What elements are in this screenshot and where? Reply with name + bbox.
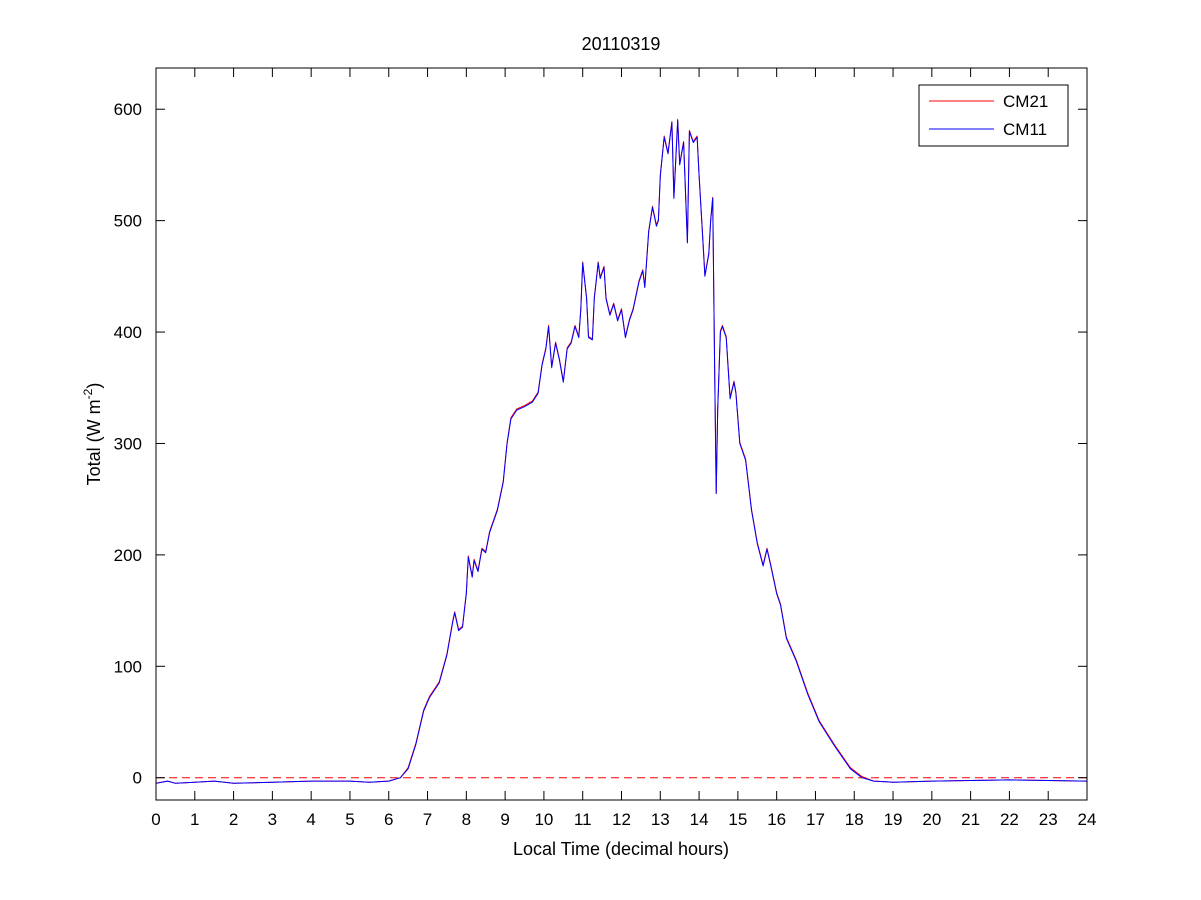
x-tick-label: 2	[229, 810, 238, 829]
x-tick-label: 21	[961, 810, 980, 829]
legend: CM21 CM11	[918, 84, 1069, 147]
y-tick-label: 500	[114, 212, 142, 231]
plot-area	[156, 68, 1087, 800]
x-tick-label: 7	[423, 810, 432, 829]
x-axis-label: Local Time (decimal hours)	[513, 839, 729, 859]
x-tick-label: 10	[534, 810, 553, 829]
x-tick-label: 3	[268, 810, 277, 829]
x-tick-label: 18	[845, 810, 864, 829]
x-tick-label: 12	[612, 810, 631, 829]
x-tick-label: 6	[384, 810, 393, 829]
x-tick-label: 11	[574, 810, 592, 829]
legend-label-cm21: CM21	[1003, 92, 1048, 111]
y-axis-label-superscript: -2	[81, 388, 95, 399]
x-tick-label: 8	[462, 810, 471, 829]
x-tick-label: 24	[1078, 810, 1097, 829]
series-layer	[155, 118, 1088, 784]
x-tick-label: 9	[500, 810, 509, 829]
y-tick-label: 0	[133, 769, 142, 788]
x-tick-label: 16	[767, 810, 786, 829]
y-tick-label: 300	[114, 434, 142, 453]
x-tick-label: 13	[651, 810, 670, 829]
y-tick-label: 200	[114, 546, 142, 565]
y-axis-label-close: )	[84, 383, 104, 389]
ticks-layer: 0 1 2 3 4 5 6 7 8 9 10 11 12 13 14 15 16 17 18 19 20 21 22 23 24…	[114, 68, 1097, 829]
y-axis-label: Total (W m-2)	[81, 383, 104, 486]
y-tick-label: 400	[114, 323, 142, 342]
x-tick-label: 19	[884, 810, 903, 829]
x-tick-label: 22	[1000, 810, 1019, 829]
x-tick-label: 17	[806, 810, 825, 829]
y-tick-label: 100	[114, 657, 142, 676]
y-tick-label: 600	[114, 100, 142, 119]
chart-title: 20110319	[582, 34, 661, 54]
legend-box	[918, 84, 1069, 147]
legend-label-cm11: CM11	[1003, 120, 1047, 139]
x-tick-label: 15	[728, 810, 747, 829]
x-tick-label: 1	[190, 810, 199, 829]
x-tick-label: 5	[345, 810, 354, 829]
y-axis-label-main: Total (W m	[84, 399, 104, 485]
x-tick-label: 23	[1039, 810, 1058, 829]
x-tick-label: 20	[922, 810, 941, 829]
x-tick-label: 4	[306, 810, 315, 829]
series-line-cm11	[155, 119, 1088, 784]
x-tick-label: 0	[151, 810, 160, 829]
x-tick-label: 14	[690, 810, 709, 829]
